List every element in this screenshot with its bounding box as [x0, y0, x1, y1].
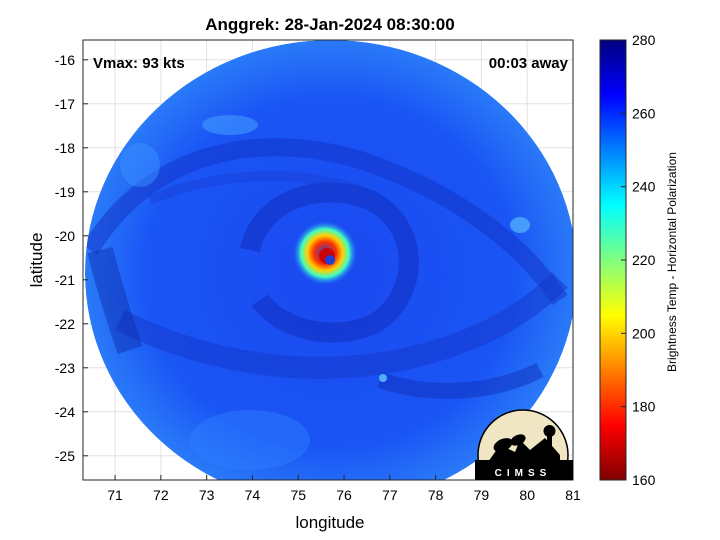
y-axis-label: latitude — [27, 233, 46, 288]
y-tick-label: -19 — [55, 184, 75, 200]
colorbar-label: Brightness Temp - Horizontal Polarizatio… — [665, 152, 679, 372]
y-axis-ticks: -16 -17 -18 -19 -20 -21 -22 -23 -24 -25 — [55, 52, 88, 464]
y-tick-label: -16 — [55, 52, 75, 68]
x-tick-label: 72 — [153, 487, 169, 503]
x-tick-label: 71 — [107, 487, 123, 503]
logo-text: CIMSS — [495, 468, 552, 479]
y-tick-label: -22 — [55, 316, 75, 332]
y-tick-label: -23 — [55, 360, 75, 376]
x-tick-label: 80 — [519, 487, 535, 503]
y-tick-label: -20 — [55, 228, 75, 244]
y-tick-label: -17 — [55, 96, 75, 112]
y-tick-label: -24 — [55, 404, 75, 420]
storm-eye — [325, 255, 335, 265]
colorbar-tick-label: 240 — [632, 179, 656, 195]
y-tick-label: -18 — [55, 140, 75, 156]
x-tick-label: 76 — [336, 487, 352, 503]
colorbar-tick-label: 260 — [632, 105, 656, 121]
colorbar-tick-label: 160 — [632, 472, 656, 488]
x-tick-label: 78 — [428, 487, 444, 503]
x-tick-label: 75 — [290, 487, 306, 503]
x-tick-label: 77 — [382, 487, 398, 503]
x-tick-label: 79 — [474, 487, 490, 503]
colorbar-tick-label: 280 — [632, 32, 656, 48]
colorbar-tick-label: 180 — [632, 399, 656, 415]
chart-title: Anggrek: 28-Jan-2024 08:30:00 — [205, 15, 454, 34]
colorbar-tick-label: 220 — [632, 252, 656, 268]
x-tick-label: 73 — [199, 487, 215, 503]
time-offset-annotation: 00:03 away — [489, 55, 569, 72]
x-axis-ticks: 71 72 73 74 75 76 77 78 79 80 81 — [107, 475, 581, 503]
axes-frame — [82, 39, 574, 481]
y-tick-label: -21 — [55, 272, 75, 288]
x-axis-label: longitude — [295, 513, 364, 532]
x-tick-label: 74 — [245, 487, 261, 503]
y-tick-label: -25 — [55, 448, 75, 464]
vmax-annotation: Vmax: 93 kts — [93, 55, 185, 72]
x-tick-label: 81 — [565, 487, 581, 503]
colorbar-tick-label: 200 — [632, 325, 656, 341]
microwave-swath — [85, 40, 573, 480]
cimss-logo: CIMSS — [475, 409, 573, 480]
colorbar-ticks: 280 260 240 220 200 180 160 — [621, 32, 656, 488]
